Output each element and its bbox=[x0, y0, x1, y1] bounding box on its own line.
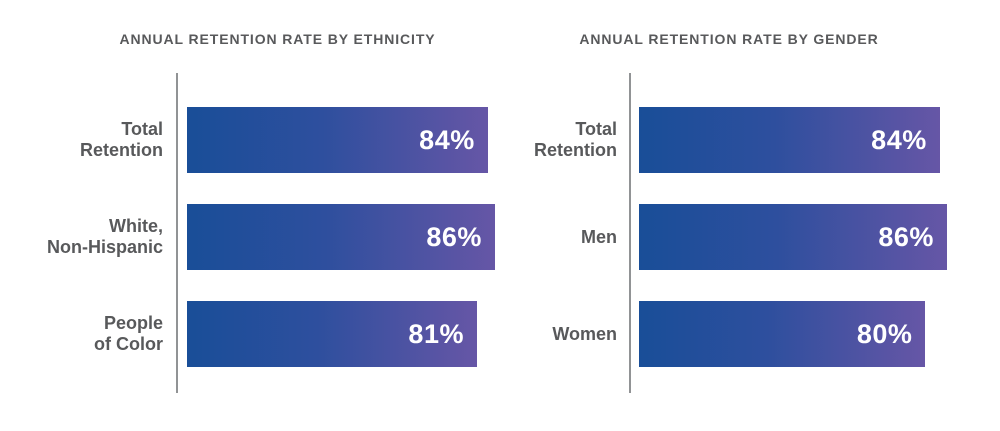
bar-total-retention: 84% bbox=[639, 107, 940, 173]
bar-row-white-non-hispanic: White, Non-Hispanic 86% bbox=[0, 204, 500, 270]
bar-women: 80% bbox=[639, 301, 926, 367]
bar-white-non-hispanic: 86% bbox=[187, 204, 495, 270]
bar-rows: Total Retention 84% Men 86% Women 80% bbox=[500, 107, 1000, 398]
bar-row-people-of-color: People of Color 81% bbox=[0, 301, 500, 367]
chart-title-gender: ANNUAL RETENTION RATE BY GENDER bbox=[579, 31, 879, 47]
value-label: 84% bbox=[871, 124, 927, 155]
category-label: White, Non-Hispanic bbox=[46, 216, 163, 257]
category-label: Women bbox=[552, 323, 617, 344]
bar-row-total-retention: Total Retention 84% bbox=[0, 107, 500, 173]
bar-men: 86% bbox=[639, 204, 947, 270]
bar-row-total-retention: Total Retention 84% bbox=[500, 107, 1000, 173]
bar-row-men: Men 86% bbox=[500, 204, 1000, 270]
value-label: 86% bbox=[426, 221, 482, 252]
value-label: 86% bbox=[878, 221, 934, 252]
y-axis-line bbox=[176, 73, 178, 393]
value-label: 81% bbox=[408, 318, 464, 349]
category-label: People of Color bbox=[94, 313, 163, 354]
bar-total-retention: 84% bbox=[187, 107, 488, 173]
bar-rows: Total Retention 84% White, Non-Hispanic … bbox=[0, 107, 500, 398]
bar-people-of-color: 81% bbox=[187, 301, 477, 367]
category-label: Total Retention bbox=[534, 119, 617, 160]
y-axis-line bbox=[629, 73, 631, 393]
bar-row-women: Women 80% bbox=[500, 301, 1000, 367]
category-label: Total Retention bbox=[80, 119, 163, 160]
value-label: 80% bbox=[856, 318, 913, 349]
chart-retention-by-ethnicity: ANNUAL RETENTION RATE BY ETHNICITY Total… bbox=[0, 31, 500, 398]
value-label: 84% bbox=[419, 124, 475, 155]
chart-title-ethnicity: ANNUAL RETENTION RATE BY ETHNICITY bbox=[119, 31, 436, 47]
category-label: Men bbox=[581, 226, 617, 247]
chart-retention-by-gender: ANNUAL RETENTION RATE BY GENDER Total Re… bbox=[500, 0, 1000, 431]
